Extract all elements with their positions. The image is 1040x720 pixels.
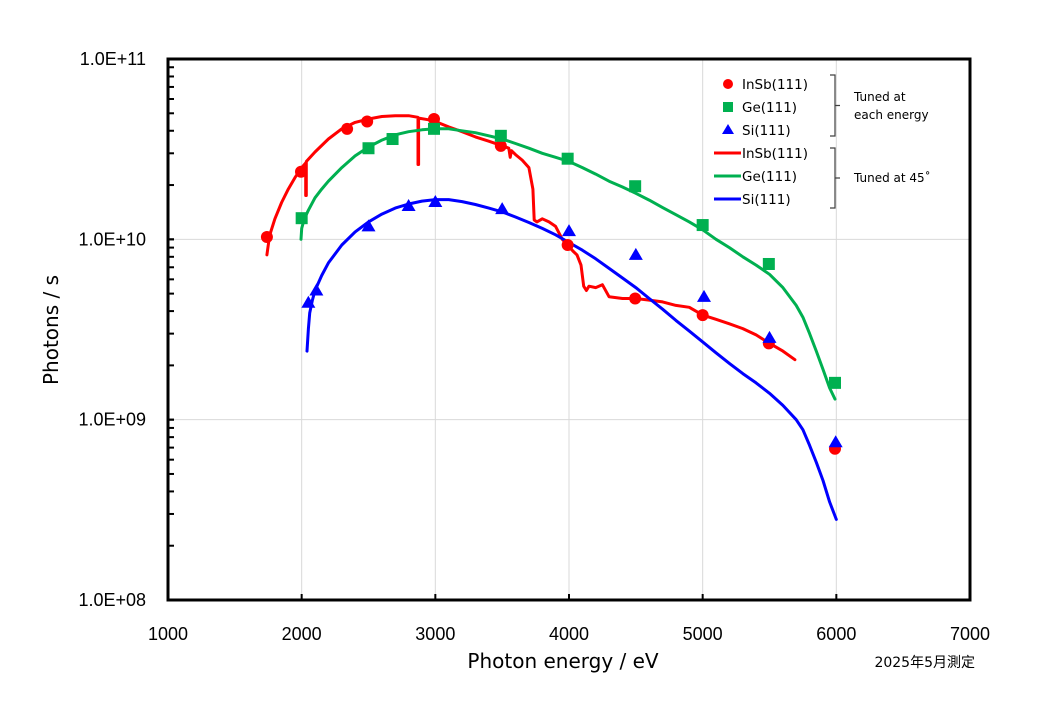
marker-ge111 bbox=[494, 129, 507, 142]
legend-note-tuned-each: each energy bbox=[854, 108, 929, 122]
legend-label: Si(111) bbox=[742, 123, 791, 139]
marker-ge111 bbox=[762, 257, 775, 270]
marker-si111 bbox=[697, 289, 712, 302]
legend-marker-si111 bbox=[722, 124, 734, 134]
marker-ge111 bbox=[828, 376, 841, 389]
marker-insb111 bbox=[494, 139, 507, 152]
measurement-date-note: 2025年5月測定 bbox=[874, 655, 975, 671]
marker-si111 bbox=[762, 330, 777, 343]
marker-si111 bbox=[309, 283, 324, 296]
marker-insb111 bbox=[427, 112, 440, 125]
marker-ge111 bbox=[629, 180, 642, 193]
legend-note-tuned-each: Tuned at bbox=[853, 90, 906, 104]
x-tick-label: 4000 bbox=[549, 624, 589, 644]
legend-marker-ge111 bbox=[723, 102, 733, 112]
legend-label: InSb(111) bbox=[742, 146, 808, 162]
marker-ge111 bbox=[386, 133, 399, 146]
marker-ge111 bbox=[561, 152, 574, 165]
y-tick-label: 1.0E+10 bbox=[78, 229, 146, 249]
grid bbox=[168, 59, 970, 600]
marker-ge111 bbox=[427, 122, 440, 135]
y-tick-label: 1.0E+09 bbox=[78, 410, 146, 430]
marker-si111 bbox=[828, 435, 843, 448]
marker-insb111 bbox=[294, 165, 307, 178]
plot-frame bbox=[166, 57, 972, 602]
legend-label: InSb(111) bbox=[742, 77, 808, 93]
marker-insb111 bbox=[696, 309, 709, 322]
marker-si111 bbox=[361, 219, 376, 232]
marker-si111 bbox=[562, 224, 576, 237]
legend: InSb(111) Ge(111) Si(111) InSb(111) Ge(111) S… bbox=[714, 74, 931, 209]
marker-insb111 bbox=[629, 292, 642, 305]
marker-si111 bbox=[495, 202, 510, 215]
marker-ge111 bbox=[295, 212, 308, 225]
y-tick-label: 1.0E+11 bbox=[80, 49, 146, 69]
legend-label: Ge(111) bbox=[742, 100, 797, 116]
marker-si111 bbox=[428, 195, 443, 208]
marker-insb111 bbox=[361, 115, 374, 128]
x-tick-labels: 1000 2000 3000 4000 5000 6000 7000 bbox=[148, 624, 990, 644]
legend-label: Si(111) bbox=[742, 192, 791, 208]
x-tick-label: 3000 bbox=[415, 624, 455, 644]
x-axis-title: Photon energy / eV bbox=[467, 649, 659, 673]
y-tick-labels: 1.0E+08 1.0E+09 1.0E+10 1.0E+11 bbox=[78, 49, 146, 610]
marker-si111 bbox=[628, 247, 643, 260]
legend-brace-tuned-45 bbox=[830, 147, 840, 209]
series-markers bbox=[260, 112, 843, 455]
x-tick-label: 2000 bbox=[282, 624, 322, 644]
x-tick-label: 1000 bbox=[148, 624, 188, 644]
line-insb111 bbox=[265, 114, 797, 362]
marker-insb111 bbox=[341, 122, 354, 135]
marker-ge111 bbox=[696, 219, 709, 232]
line-si111 bbox=[305, 198, 838, 521]
marker-si111 bbox=[301, 295, 316, 308]
x-tick-label: 7000 bbox=[950, 624, 990, 644]
y-axis-title: Photons / s bbox=[39, 275, 63, 385]
legend-label: Ge(111) bbox=[742, 169, 797, 185]
y-tick-label: 1.0E+08 bbox=[78, 590, 146, 610]
marker-ge111 bbox=[362, 142, 375, 155]
legend-brace-tuned-each bbox=[830, 74, 840, 137]
x-tick-label: 6000 bbox=[816, 624, 856, 644]
legend-note-tuned-45: Tuned at 45˚ bbox=[853, 170, 931, 185]
legend-marker-insb111 bbox=[723, 79, 733, 89]
marker-insb111 bbox=[260, 231, 273, 244]
marker-insb111 bbox=[561, 239, 574, 252]
marker-si111 bbox=[401, 199, 416, 212]
x-tick-label: 5000 bbox=[683, 624, 723, 644]
